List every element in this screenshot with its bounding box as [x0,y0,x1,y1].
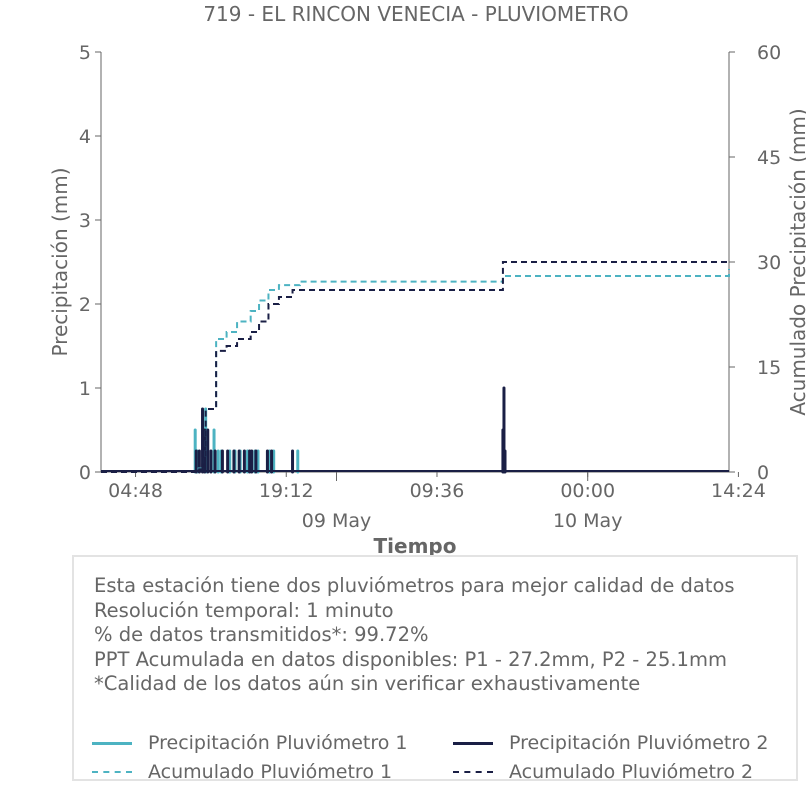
info-line-resolution: Resolución temporal: 1 minuto [94,598,394,622]
y2-tick-label: 30 [757,252,781,274]
legend-swatch-solid-teal [92,741,132,745]
legend-item-accum-p2: Acumulado Pluviómetro 2 [453,760,753,784]
y-tick-label: 3 [79,210,91,232]
y-tick-label: 5 [79,42,91,64]
legend-item-accum-p1: Acumulado Pluviómetro 1 [92,760,392,784]
chart-title: 719 - EL RINCON VENECIA - PLUVIOMETRO [203,2,628,26]
info-panel: Esta estación tiene dos pluviómetros par… [72,555,798,784]
accumulated-line [101,261,729,473]
legend-label: Precipitación Pluviómetro 1 [148,732,408,754]
x-tick-label: 14:24 [711,480,766,502]
legend-label: Acumulado Pluviómetro 2 [509,761,754,783]
y2-tick-label: 15 [757,357,781,379]
legend-item-precip-p1: Precipitación Pluviómetro 1 [92,731,408,755]
accumulated-line [101,269,730,473]
legend-swatch-dashed-navy [453,771,493,773]
y-tick-label: 1 [79,378,91,400]
y-tick-label: 2 [79,294,91,316]
info-text: Esta estación tiene dos pluviómetros par… [94,574,735,697]
y2-tick-label: 0 [757,462,769,484]
x-tick-label: 04:48 [108,480,163,502]
x-axis-label: Tiempo [374,534,457,558]
legend-item-precip-p2: Precipitación Pluviómetro 2 [453,731,769,755]
y2-axis-label: Acumulado Precipitación (mm) [786,108,806,415]
y2-tick-label: 45 [757,147,781,169]
legend-swatch-solid-navy [453,741,493,745]
y-tick-label: 0 [79,462,91,484]
x-tick-label: 00:00 [560,480,615,502]
y2-tick-label: 60 [757,42,781,64]
x-tick-label: 09:36 [410,480,465,502]
legend-label: Acumulado Pluviómetro 1 [148,761,393,783]
info-line-transmitted: % de datos transmitidos*: 99.72% [94,623,429,646]
date-tick-label: 10 May [553,510,623,532]
legend-label: Precipitación Pluviómetro 2 [509,732,769,754]
date-tick-label: 09 May [302,510,372,532]
date-tick-label: 11 May [804,510,806,532]
info-line-quality-note: *Calidad de los datos aún sin verificar … [94,672,641,695]
x-tick-label: 19:12 [259,480,314,502]
chart-marks [101,261,730,474]
info-line-dual-gauges: Esta estación tiene dos pluviómetros par… [94,574,735,597]
rainfall-chart: 719 - EL RINCON VENECIA - PLUVIOMETRO 01… [48,2,806,558]
legend-swatch-dashed-teal [92,771,132,773]
y-tick-label: 4 [79,126,91,148]
info-line-accumulated: PPT Acumulada en datos disponibles: P1 -… [94,647,727,671]
y-axis-label: Precipitación (mm) [48,167,72,356]
